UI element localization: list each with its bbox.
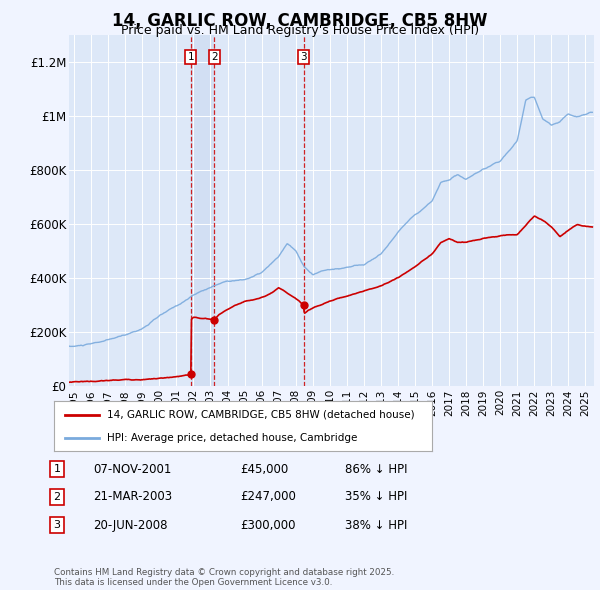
Text: 2: 2: [53, 492, 61, 502]
Text: 2: 2: [211, 52, 218, 62]
Text: 14, GARLIC ROW, CAMBRIDGE, CB5 8HW: 14, GARLIC ROW, CAMBRIDGE, CB5 8HW: [112, 12, 488, 30]
Text: HPI: Average price, detached house, Cambridge: HPI: Average price, detached house, Camb…: [107, 433, 357, 443]
Text: 38% ↓ HPI: 38% ↓ HPI: [345, 519, 407, 532]
Text: 14, GARLIC ROW, CAMBRIDGE, CB5 8HW (detached house): 14, GARLIC ROW, CAMBRIDGE, CB5 8HW (deta…: [107, 409, 415, 419]
Text: 86% ↓ HPI: 86% ↓ HPI: [345, 463, 407, 476]
Text: £45,000: £45,000: [240, 463, 288, 476]
Text: Price paid vs. HM Land Registry's House Price Index (HPI): Price paid vs. HM Land Registry's House …: [121, 24, 479, 37]
Text: £300,000: £300,000: [240, 519, 296, 532]
Text: 3: 3: [301, 52, 307, 62]
Text: 35% ↓ HPI: 35% ↓ HPI: [345, 490, 407, 503]
Text: 21-MAR-2003: 21-MAR-2003: [93, 490, 172, 503]
Bar: [191, 35, 214, 386]
Text: 3: 3: [53, 520, 61, 530]
Text: 1: 1: [53, 464, 61, 474]
Text: 1: 1: [188, 52, 194, 62]
Text: Contains HM Land Registry data © Crown copyright and database right 2025.
This d: Contains HM Land Registry data © Crown c…: [54, 568, 394, 587]
Text: 07-NOV-2001: 07-NOV-2001: [93, 463, 172, 476]
Text: £247,000: £247,000: [240, 490, 296, 503]
Text: 20-JUN-2008: 20-JUN-2008: [93, 519, 167, 532]
